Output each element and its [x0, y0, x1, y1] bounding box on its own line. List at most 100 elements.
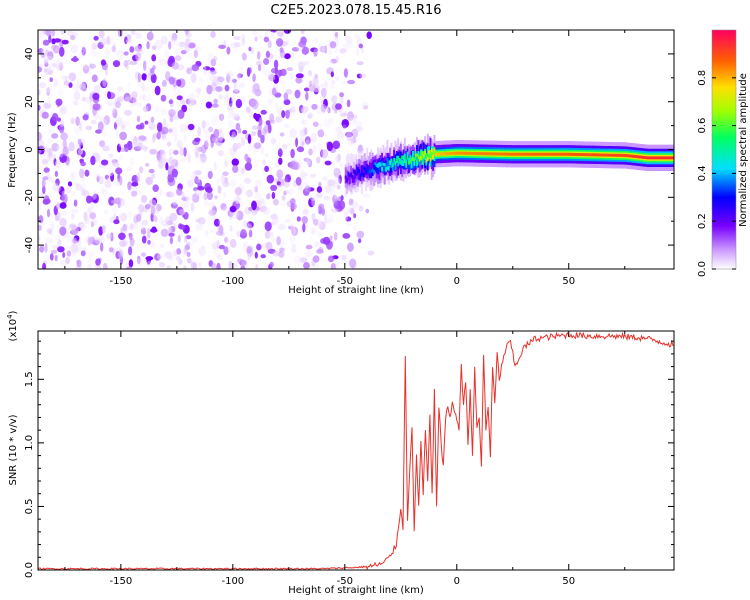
noise-blob [87, 263, 92, 269]
noise-blob [180, 50, 187, 55]
signal-band [429, 157, 432, 162]
noise-blob [327, 255, 335, 263]
noise-blob [254, 251, 258, 259]
noise-blob [154, 253, 161, 261]
signal-band [402, 157, 405, 167]
noise-blob [46, 208, 51, 218]
noise-blob [130, 134, 135, 142]
noise-blob [131, 91, 138, 100]
noise-blob [95, 129, 102, 134]
noise-blob [232, 113, 239, 118]
signal-band [596, 153, 598, 157]
signal-band [397, 160, 400, 167]
noise-blob [187, 179, 194, 188]
x-tick-label: 50 [562, 276, 575, 287]
noise-blob [312, 78, 318, 86]
noise-blob [57, 89, 64, 98]
noise-blob [305, 156, 311, 167]
signal-band [601, 153, 604, 157]
noise-blob [211, 262, 217, 269]
noise-blob [100, 37, 107, 46]
noise-blob [116, 181, 120, 186]
signal-band [360, 165, 363, 174]
signal-band [365, 168, 367, 172]
noise-blob [295, 77, 303, 84]
signal-band [363, 171, 366, 178]
y-tick-label: 1.0 [24, 435, 35, 451]
signal-band [538, 152, 541, 156]
signal-band [370, 169, 373, 173]
noise-blob [113, 219, 120, 225]
noise-blob [236, 258, 244, 263]
signal-band [633, 155, 636, 158]
colorbar-axes: 0.0 0.2 0.4 0.6 0.8 [697, 70, 736, 277]
noise-blob [316, 186, 323, 193]
noise-blob [232, 261, 238, 268]
noise-blob [289, 130, 294, 137]
signal-band [375, 163, 378, 168]
noise-blob [285, 89, 293, 95]
noise-blob [339, 92, 344, 98]
noise-blob [119, 197, 125, 207]
noise-blob [203, 192, 208, 201]
noise-blob [38, 30, 44, 39]
noise-blob [129, 223, 134, 231]
signal-band [456, 151, 459, 155]
noise-blob [267, 98, 273, 106]
signal-band [656, 156, 659, 160]
x-tick-label: 0 [454, 276, 460, 287]
signal-band [371, 169, 374, 176]
noise-blob [60, 132, 68, 141]
noise-blob [254, 179, 263, 187]
noise-blob [106, 177, 111, 184]
noise-blob [246, 246, 252, 255]
noise-blob [227, 120, 235, 130]
noise-blob [136, 142, 144, 150]
noise-blob [231, 158, 239, 167]
signal-band [605, 153, 608, 157]
noise-blob [288, 188, 294, 196]
signal-band [531, 152, 534, 156]
signal-band [379, 162, 382, 167]
noise-blob [289, 198, 296, 205]
noise-blob [165, 220, 174, 226]
noise-blob [80, 188, 86, 196]
noise-blob [38, 215, 44, 224]
noise-blob [83, 211, 88, 222]
signal-band [389, 163, 391, 174]
noise-blob [148, 168, 155, 174]
noise-blob [93, 85, 101, 95]
noise-blob [329, 41, 337, 49]
noise-blob [150, 116, 155, 123]
signal-band [430, 148, 433, 153]
noise-blob [141, 73, 147, 81]
noise-blob [79, 168, 85, 179]
noise-blob [100, 242, 104, 252]
noise-blob [246, 67, 251, 77]
noise-blob [96, 265, 102, 269]
noise-blob [194, 146, 200, 156]
noise-blob [356, 230, 365, 239]
noise-blob [73, 182, 80, 187]
noise-blob [41, 179, 46, 188]
noise-blob [152, 45, 157, 50]
signal-band [412, 150, 414, 159]
noise-blob [53, 38, 62, 43]
noise-blob [310, 173, 317, 178]
noise-blob [301, 106, 309, 113]
noise-blob [95, 238, 101, 245]
noise-blob [42, 262, 47, 269]
noise-blob [105, 233, 113, 240]
noise-blob [122, 223, 128, 232]
noise-blob [265, 120, 271, 126]
noise-blob [271, 87, 277, 96]
noise-blob [210, 31, 216, 38]
noise-blob [171, 39, 180, 46]
noise-blob [44, 198, 51, 204]
signal-band [451, 152, 453, 155]
signal-band [563, 152, 566, 156]
signal-band [602, 153, 605, 157]
noise-blob [208, 216, 216, 221]
noise-blob [328, 118, 334, 124]
noise-blob [173, 91, 181, 97]
